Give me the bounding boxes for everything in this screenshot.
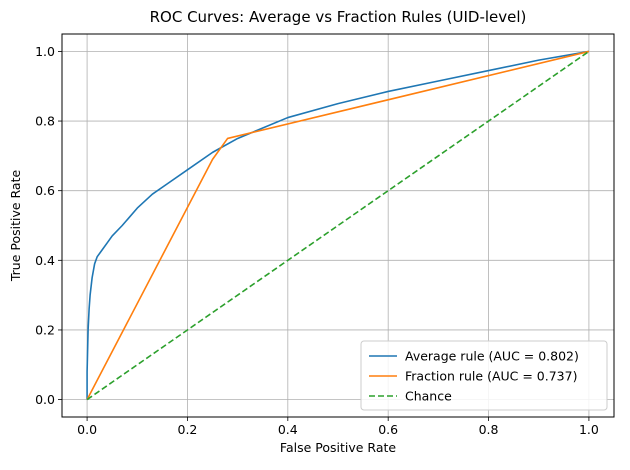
legend-box: [360, 340, 608, 411]
y-tick-label: 0.8: [35, 114, 55, 129]
series-line-0: [86, 50, 590, 400]
legend-label-2: Chance: [405, 389, 452, 404]
y-tick-label: 1.0: [35, 44, 55, 59]
x-tick-label: 1.0: [579, 422, 599, 437]
x-tick-label: 0.6: [378, 422, 398, 437]
x-tick-label: 0.4: [278, 422, 298, 437]
x-tick-label: 0.2: [178, 422, 198, 437]
series-layer: [86, 50, 590, 401]
legend-label-1: Fraction rule (AUC = 0.737): [405, 369, 577, 384]
y-axis-label: True Positive Rate: [8, 170, 23, 283]
plot-frame: [61, 33, 615, 418]
tick-layer: 0.0 0.2 0.4 0.6 0.8 1.0 0.0 0.2 0.4 0.6 0.8 1.0: [35, 44, 599, 437]
series-line-2: [86, 50, 590, 401]
x-axis-label: False Positive Rate: [280, 440, 396, 455]
grid-layer: [62, 34, 614, 417]
y-tick-label: 0.2: [35, 322, 55, 337]
legend: Average rule (AUC = 0.802) Fraction rule …: [360, 340, 608, 411]
y-tick-label: 0.6: [35, 183, 55, 198]
y-tick-label: 0.0: [35, 392, 55, 407]
x-tick-label: 0.8: [479, 422, 499, 437]
series-line-1: [86, 50, 590, 400]
x-tick-label: 0.0: [77, 422, 97, 437]
legend-label-0: Average rule (AUC = 0.802): [405, 349, 579, 364]
y-tick-label: 0.4: [35, 253, 55, 268]
chart-title: ROC Curves: Average vs Fraction Rules (U…: [150, 8, 527, 26]
